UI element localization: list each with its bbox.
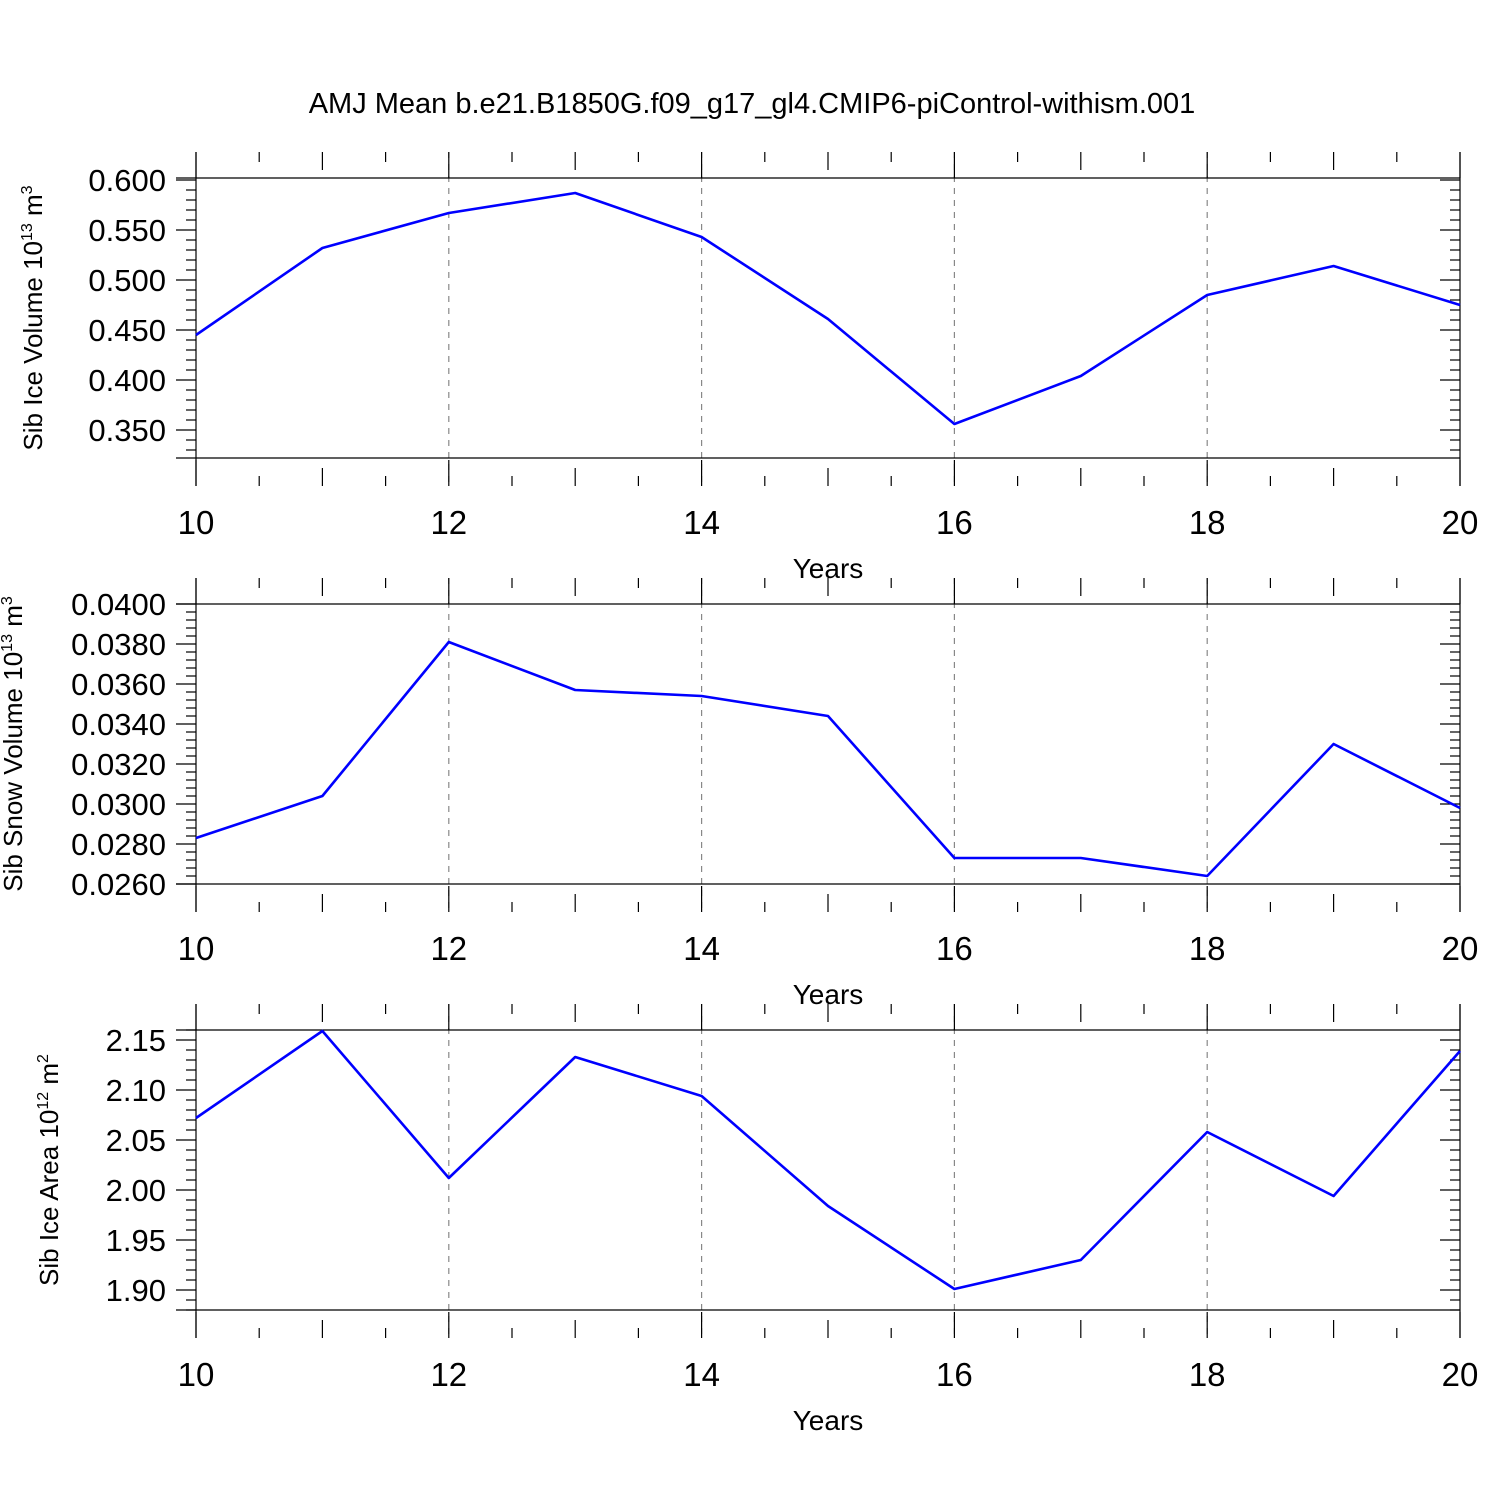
x-tick-label: 16	[936, 504, 973, 541]
y-axis-label-superscript: 3	[0, 596, 16, 605]
y-tick-label: 0.600	[88, 163, 166, 198]
series-line	[195, 191, 1461, 426]
y-tick-label: 0.450	[88, 313, 166, 348]
series-line	[195, 1029, 1461, 1291]
y-tick-label: 0.0320	[71, 747, 166, 782]
y-axis-label-superscript: 12	[35, 1092, 52, 1110]
x-tick-label: 14	[683, 504, 720, 541]
chart-panels: 10 12 14 16 18 20 Years 0.350 0.400 0.450 0.500 0.5…	[0, 152, 1478, 1436]
y-axis-label: Sib Ice Volume 1013 m3	[18, 185, 48, 450]
y-tick-label: 0.500	[88, 263, 166, 298]
x-axis-label: Years	[793, 1405, 864, 1436]
y-tick-label: 1.90	[106, 1273, 166, 1308]
x-tick-label: 18	[1189, 504, 1226, 541]
y-axis-label-text: Sib Snow Volume 10	[0, 652, 28, 892]
y-tick-label: 1.95	[106, 1223, 166, 1258]
y-tick-label: 0.0260	[71, 867, 166, 902]
x-tick-label: 12	[430, 1356, 467, 1393]
y-tick-label: 0.0360	[71, 667, 166, 702]
x-tick-label: 16	[936, 930, 973, 967]
x-tick-label: 12	[430, 930, 467, 967]
chart-panel-3: 10 12 14 16 18 20 Years 1.90 1.95 2.00 2.05 2.10 2.1…	[34, 1004, 1478, 1436]
x-tick-label: 14	[683, 930, 720, 967]
y-tick-label: 0.0280	[71, 827, 166, 862]
x-tick-label: 14	[683, 1356, 720, 1393]
y-tick-label: 2.15	[106, 1023, 166, 1058]
y-tick-label: 0.400	[88, 363, 166, 398]
y-tick-label: 2.00	[106, 1173, 166, 1208]
y-axis-label-text: m	[18, 194, 48, 223]
y-axis-label-text: m	[34, 1063, 64, 1092]
y-axis-label-text: Sib Ice Area 10	[34, 1110, 64, 1286]
x-tick-label: 20	[1442, 930, 1479, 967]
x-tick-label: 16	[936, 1356, 973, 1393]
x-tick-label: 20	[1442, 504, 1479, 541]
y-axis-label: Sib Ice Area 1012 m2	[34, 1054, 64, 1286]
y-axis-label-superscript: 13	[19, 223, 36, 241]
y-tick-label: 2.10	[106, 1073, 166, 1108]
y-axis-label-superscript: 3	[19, 185, 36, 194]
x-tick-label: 10	[178, 1356, 215, 1393]
y-tick-label: 2.05	[106, 1123, 166, 1158]
y-axis-label-text: m	[0, 605, 28, 634]
x-tick-label: 18	[1189, 930, 1226, 967]
chart-panel-2: 10 12 14 16 18 20Years0.02600.02800.03000.032…	[0, 578, 1478, 1010]
y-tick-label: 0.350	[88, 413, 166, 448]
x-tick-label: 20	[1442, 1356, 1479, 1393]
y-tick-label: 0.0400	[71, 587, 166, 622]
x-tick-label: 10	[178, 930, 215, 967]
figure-title: AMJ Mean b.e21.B1850G.f09_g17_gl4.CMIP6-…	[309, 88, 1196, 120]
y-axis-label-superscript: 2	[35, 1054, 52, 1063]
series-line	[195, 640, 1461, 878]
x-tick-label: 12	[430, 504, 467, 541]
y-axis-label-superscript: 13	[0, 634, 16, 652]
y-tick-label: 0.550	[88, 213, 166, 248]
chart-panel-1: 10 12 14 16 18 20Years0.3500.4000.4500.5000.5…	[18, 152, 1478, 584]
y-axis-label: Sib Snow Volume 1013 m3	[0, 596, 28, 892]
y-tick-label: 0.0340	[71, 707, 166, 742]
y-tick-label: 0.0300	[71, 787, 166, 822]
y-axis-label-text: Sib Ice Volume 10	[18, 241, 48, 451]
y-tick-label: 0.0380	[71, 627, 166, 662]
x-tick-label: 10	[178, 504, 215, 541]
x-tick-label: 18	[1189, 1356, 1226, 1393]
